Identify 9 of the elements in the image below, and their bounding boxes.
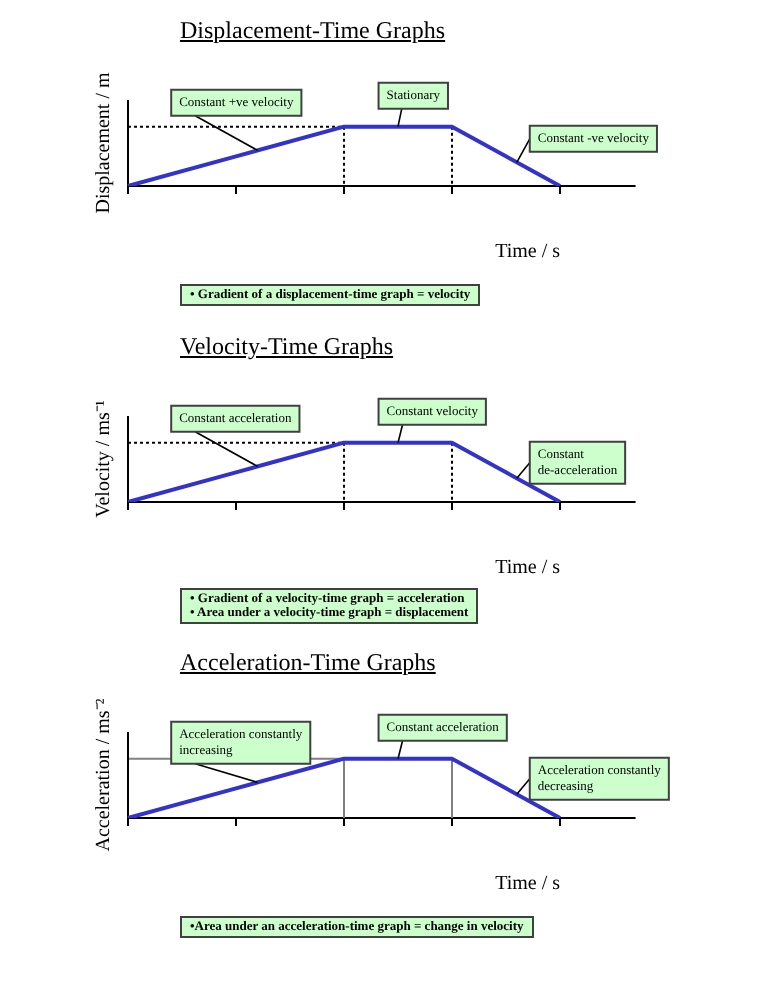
y-axis-title: Displacement / m [93, 72, 116, 214]
chart-title: Acceleration-Time Graphs [180, 648, 438, 680]
chart-title: Velocity-Time Graphs [180, 332, 396, 364]
x-axis-title: Time / s [495, 557, 561, 580]
x-axis-title: Time / s [495, 241, 561, 264]
y-axis-title: Velocity / ms⁻¹ [93, 400, 116, 518]
x-axis-title: Time / s [495, 873, 561, 896]
y-axis-title: Acceleration / ms⁻² [93, 698, 116, 852]
chart-title: Displacement-Time Graphs [180, 16, 448, 48]
